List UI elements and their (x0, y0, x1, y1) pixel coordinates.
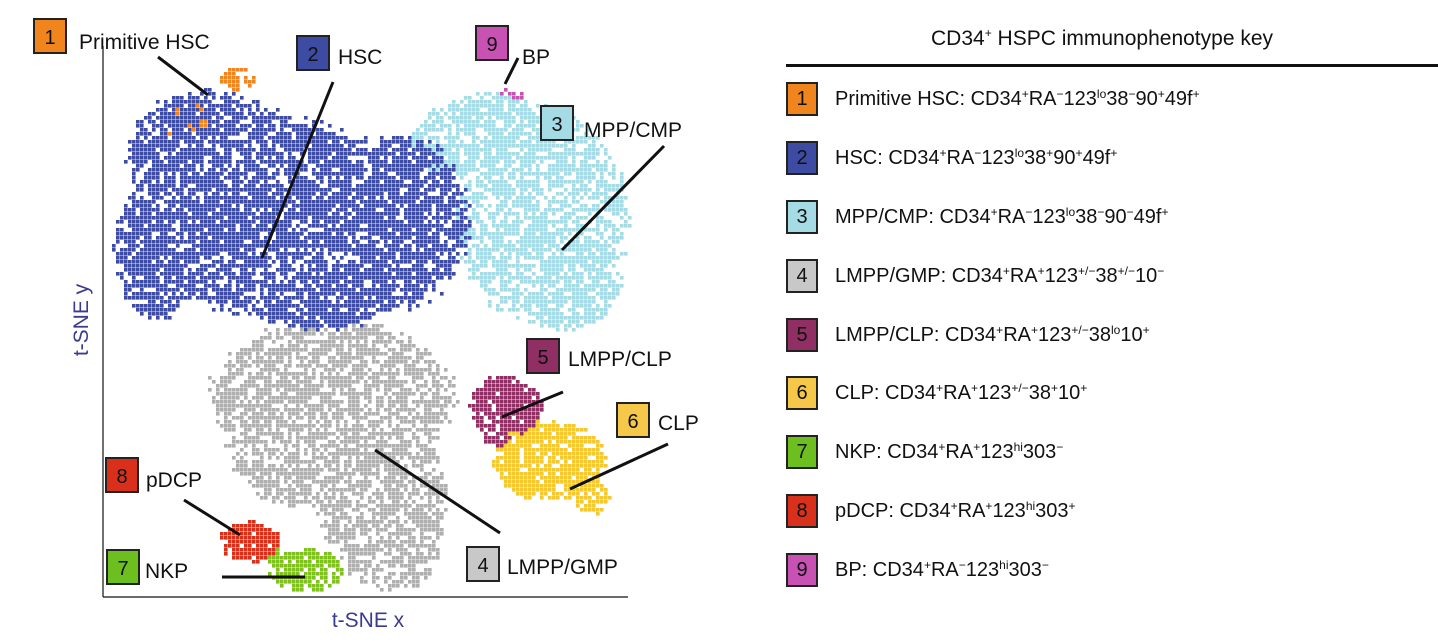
annotation-number: 1 (44, 27, 55, 49)
leader-line (374, 448, 501, 535)
cluster-annotations: 1 Primitive HSC 2 HSC 9 BP 3 MPP/CMP 5 LMPP/CLP 6 C… (33, 18, 699, 585)
legend-item: 4 LMPP/GMP: CD34+RA+123+/−38+/−10− (786, 258, 1164, 294)
legend-label: pDCP: CD34+RA+123hi303+ (835, 498, 1076, 522)
annotation-number-box (540, 105, 574, 141)
annotation-mpp-cmp: 3 MPP/CMP (540, 105, 682, 252)
cluster-6-points (492, 420, 612, 516)
annotation-number-box (526, 338, 560, 374)
annotation-hsc: 2 HSC (260, 35, 382, 259)
annotation-number-box (105, 457, 139, 493)
y-axis-title: t-SNE y (70, 283, 93, 356)
legend-label: HSC: CD34+RA−123lo38+90+49f+ (835, 145, 1118, 169)
legend-item: 7 NKP: CD34+RA+123hi303− (786, 434, 1063, 470)
annotation-number: 5 (537, 347, 548, 369)
legend-swatch: 6 (786, 376, 818, 410)
legend-swatch: 2 (786, 141, 818, 175)
annotation-number-box (616, 402, 650, 438)
annotation-label: CLP (658, 412, 699, 435)
annotation-label: LMPP/CLP (568, 348, 672, 371)
annotation-number: 7 (117, 558, 128, 580)
leader-line (260, 81, 335, 259)
legend-title-sup: + (984, 26, 992, 40)
annotation-number-box (475, 25, 509, 61)
legend-swatch: 1 (786, 82, 818, 116)
legend-swatch: 7 (786, 435, 818, 469)
legend-title-main: CD34 (930, 27, 985, 50)
cluster-points (112, 68, 632, 592)
plot-axes (102, 46, 628, 598)
annotation-number: 8 (116, 466, 127, 488)
cluster-7-points (268, 548, 344, 592)
annotation-lmpp-gmp: 4 LMPP/GMP (374, 448, 618, 582)
annotation-clp: 6 CLP (569, 402, 699, 491)
legend-item: 9 BP: CD34+RA−123hi303− (786, 552, 1049, 588)
legend-item: 1 Primitive HSC: CD34+RA−123lo38−90+49f+ (786, 81, 1200, 117)
legend-title-rest: HSPC immunophenotype key (991, 27, 1274, 50)
legend-swatch: 8 (786, 494, 818, 528)
annotation-pdcp: 8 pDCP (105, 457, 241, 537)
leader-line (560, 144, 666, 252)
cluster-2-points (112, 88, 472, 332)
legend-item: 5 LMPP/CLP: CD34+RA+123+/−38lo10+ (786, 317, 1150, 353)
legend-label: LMPP/CLP: CD34+RA+123+/−38lo10+ (835, 322, 1150, 346)
annotation-label: MPP/CMP (584, 119, 682, 142)
annotation-number: 4 (477, 555, 488, 577)
annotation-number-box (296, 35, 330, 71)
annotation-number-box (466, 546, 500, 582)
annotation-label: HSC (338, 46, 382, 69)
annotation-lmpp-clp: 5 LMPP/CLP (501, 338, 672, 419)
immunophenotype-legend: CD34+ HSPC immunophenotype key 1 Primitiv… (786, 24, 1438, 587)
legend-label: CLP: CD34+RA+123+/−38+10+ (835, 380, 1088, 404)
leader-line (157, 55, 209, 97)
annotation-number: 3 (551, 114, 562, 136)
legend-title: CD34+ HSPC immunophenotype key (766, 24, 1438, 58)
legend-item: 2 HSC: CD34+RA−123lo38+90+49f+ (786, 140, 1117, 176)
annotation-nkp: 7 NKP (106, 549, 305, 585)
legend-swatch: 4 (786, 259, 818, 293)
cluster-9-points (500, 88, 524, 100)
annotation-label: BP (522, 46, 550, 69)
legend-label: LMPP/GMP: CD34+RA+123+/−38+/−10− (835, 263, 1165, 287)
cluster-1-points (168, 68, 256, 136)
legend-item: 8 pDCP: CD34+RA+123hi303+ (786, 493, 1076, 529)
annotation-number-box (106, 549, 140, 585)
leader-line (183, 498, 241, 537)
annotation-number: 9 (486, 34, 497, 56)
tsne-plot: t-SNE x t-SNE y 1 Primitive HSC 2 HSC 9 BP 3 MP… (33, 18, 699, 632)
legend-label: NKP: CD34+RA+123hi303− (835, 439, 1064, 463)
cluster-3-points (412, 92, 632, 332)
annotation-label: Primitive HSC (79, 31, 210, 54)
leader-line (569, 442, 669, 491)
legend-label: BP: CD34+RA−123hi303− (835, 557, 1049, 581)
annotation-number: 2 (307, 44, 318, 66)
leader-line (503, 57, 520, 85)
annotation-label: pDCP (146, 469, 202, 492)
legend-divider (786, 64, 1438, 67)
legend-label: Primitive HSC: CD34+RA−123lo38−90+49f+ (835, 86, 1200, 110)
legend-swatch: 9 (786, 553, 818, 587)
cluster-5-points (468, 376, 544, 448)
legend-swatch: 5 (786, 318, 818, 352)
legend-label: MPP/CMP: CD34+RA−123lo38−90−49f+ (835, 204, 1169, 228)
annotation-number-box (33, 18, 67, 54)
annotation-label: LMPP/GMP (507, 556, 618, 579)
annotation-number: 6 (627, 411, 638, 433)
legend-item: 3 MPP/CMP: CD34+RA−123lo38−90−49f+ (786, 199, 1169, 235)
legend-item: 6 CLP: CD34+RA+123+/−38+10+ (786, 375, 1087, 411)
annotation-primitive-hsc: 1 Primitive HSC (33, 18, 210, 97)
legend-swatch: 3 (786, 200, 818, 234)
leader-line (501, 390, 564, 419)
annotation-bp: 9 BP (475, 25, 550, 85)
x-axis-title: t-SNE x (332, 609, 405, 632)
annotation-label: NKP (145, 560, 188, 583)
